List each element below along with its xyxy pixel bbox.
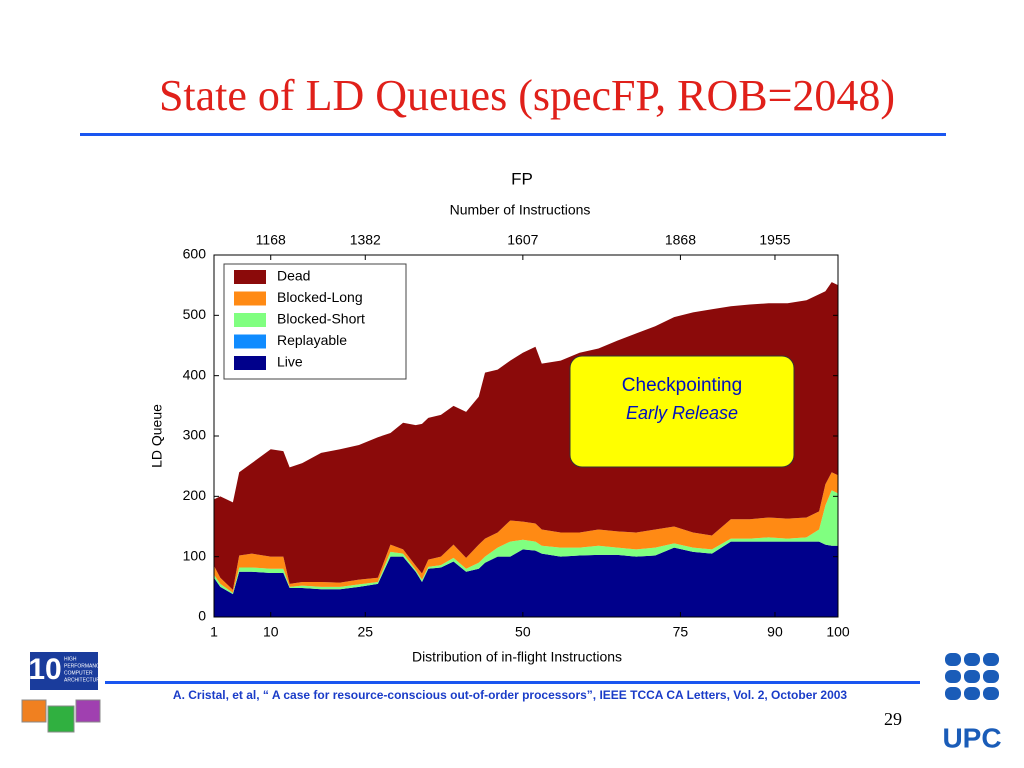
logo-dot bbox=[945, 670, 961, 683]
title-rule bbox=[80, 133, 946, 136]
legend-label: Replayable bbox=[277, 332, 347, 348]
logo-cube bbox=[75, 699, 101, 723]
x2-tick-label: 1607 bbox=[507, 232, 538, 248]
logo-dot bbox=[945, 653, 961, 666]
logo-dot bbox=[983, 687, 999, 700]
logo-dot bbox=[964, 687, 980, 700]
legend-swatch bbox=[234, 270, 266, 284]
logo-left: 10 HIGH PERFORMANCE COMPUTER ARCHITECTUR… bbox=[21, 652, 104, 733]
callout-line: Early Release bbox=[626, 403, 738, 423]
y-tick-label: 300 bbox=[183, 427, 207, 443]
y-axis-label: LD Queue bbox=[149, 404, 165, 468]
x-tick-label: 90 bbox=[767, 624, 783, 640]
x2-tick-label: 1168 bbox=[256, 232, 286, 248]
y-tick-label: 400 bbox=[183, 366, 207, 382]
legend-swatch bbox=[234, 291, 266, 306]
logo-dot bbox=[964, 653, 980, 666]
y-tick-label: 200 bbox=[183, 487, 207, 503]
slide-title: State of LD Queues (specFP, ROB=2048) bbox=[159, 71, 895, 120]
x2-tick-label: 1955 bbox=[759, 232, 790, 248]
legend-label: Blocked-Short bbox=[277, 311, 365, 327]
logo-right: UPC bbox=[942, 653, 1002, 753]
logo-text: HIGH bbox=[64, 656, 77, 662]
footer-rule bbox=[105, 681, 920, 684]
logo-mark: 10 bbox=[28, 653, 61, 686]
area bbox=[214, 541, 838, 617]
logo-cube bbox=[21, 699, 47, 723]
area bbox=[214, 490, 838, 595]
citation: A. Cristal, et al, “ A case for resource… bbox=[173, 688, 848, 702]
chart-title: FP bbox=[511, 169, 533, 188]
legend-label: Blocked-Long bbox=[277, 289, 363, 305]
logo-panel bbox=[30, 652, 98, 690]
x-tick-label: 25 bbox=[357, 624, 373, 640]
logo-text: UPC bbox=[942, 722, 1001, 753]
legend-swatch bbox=[234, 356, 266, 370]
x-axis-label: Distribution of in-flight Instructions bbox=[412, 649, 622, 665]
logo-cube bbox=[47, 705, 75, 733]
logo-dot bbox=[964, 670, 980, 683]
callout-box bbox=[569, 355, 795, 468]
y-tick-label: 0 bbox=[198, 608, 206, 624]
x-tick-label: 100 bbox=[826, 624, 850, 640]
x-tick-label: 10 bbox=[263, 624, 279, 640]
page-number: 29 bbox=[884, 709, 902, 729]
logo-text: PERFORMANCE bbox=[64, 663, 104, 669]
legend-label: Live bbox=[277, 354, 303, 370]
legend-label: Dead bbox=[277, 268, 310, 284]
x2-axis-label: Number of Instructions bbox=[450, 202, 591, 218]
y-tick-label: 100 bbox=[183, 547, 207, 563]
logo-dot bbox=[945, 687, 961, 700]
x2-tick-label: 1382 bbox=[350, 232, 381, 248]
callout-line: Checkpointing bbox=[622, 375, 742, 396]
area bbox=[214, 472, 838, 593]
y-tick-label: 600 bbox=[183, 246, 207, 262]
x-tick-label: 1 bbox=[210, 624, 218, 640]
x-tick-label: 75 bbox=[673, 624, 689, 640]
logo-text: COMPUTER bbox=[64, 670, 93, 676]
x-tick-label: 50 bbox=[515, 624, 531, 640]
legend-swatch bbox=[234, 334, 266, 349]
logo-text: ARCHITECTURE bbox=[64, 677, 104, 683]
y-tick-label: 500 bbox=[183, 306, 207, 322]
logo-dot bbox=[983, 670, 999, 683]
legend: Dead Blocked-Long Blocked-Short Replayable L… bbox=[223, 263, 407, 380]
legend-swatch bbox=[234, 313, 266, 327]
x2-tick-label: 1868 bbox=[665, 232, 696, 248]
logo-dot bbox=[983, 653, 999, 666]
